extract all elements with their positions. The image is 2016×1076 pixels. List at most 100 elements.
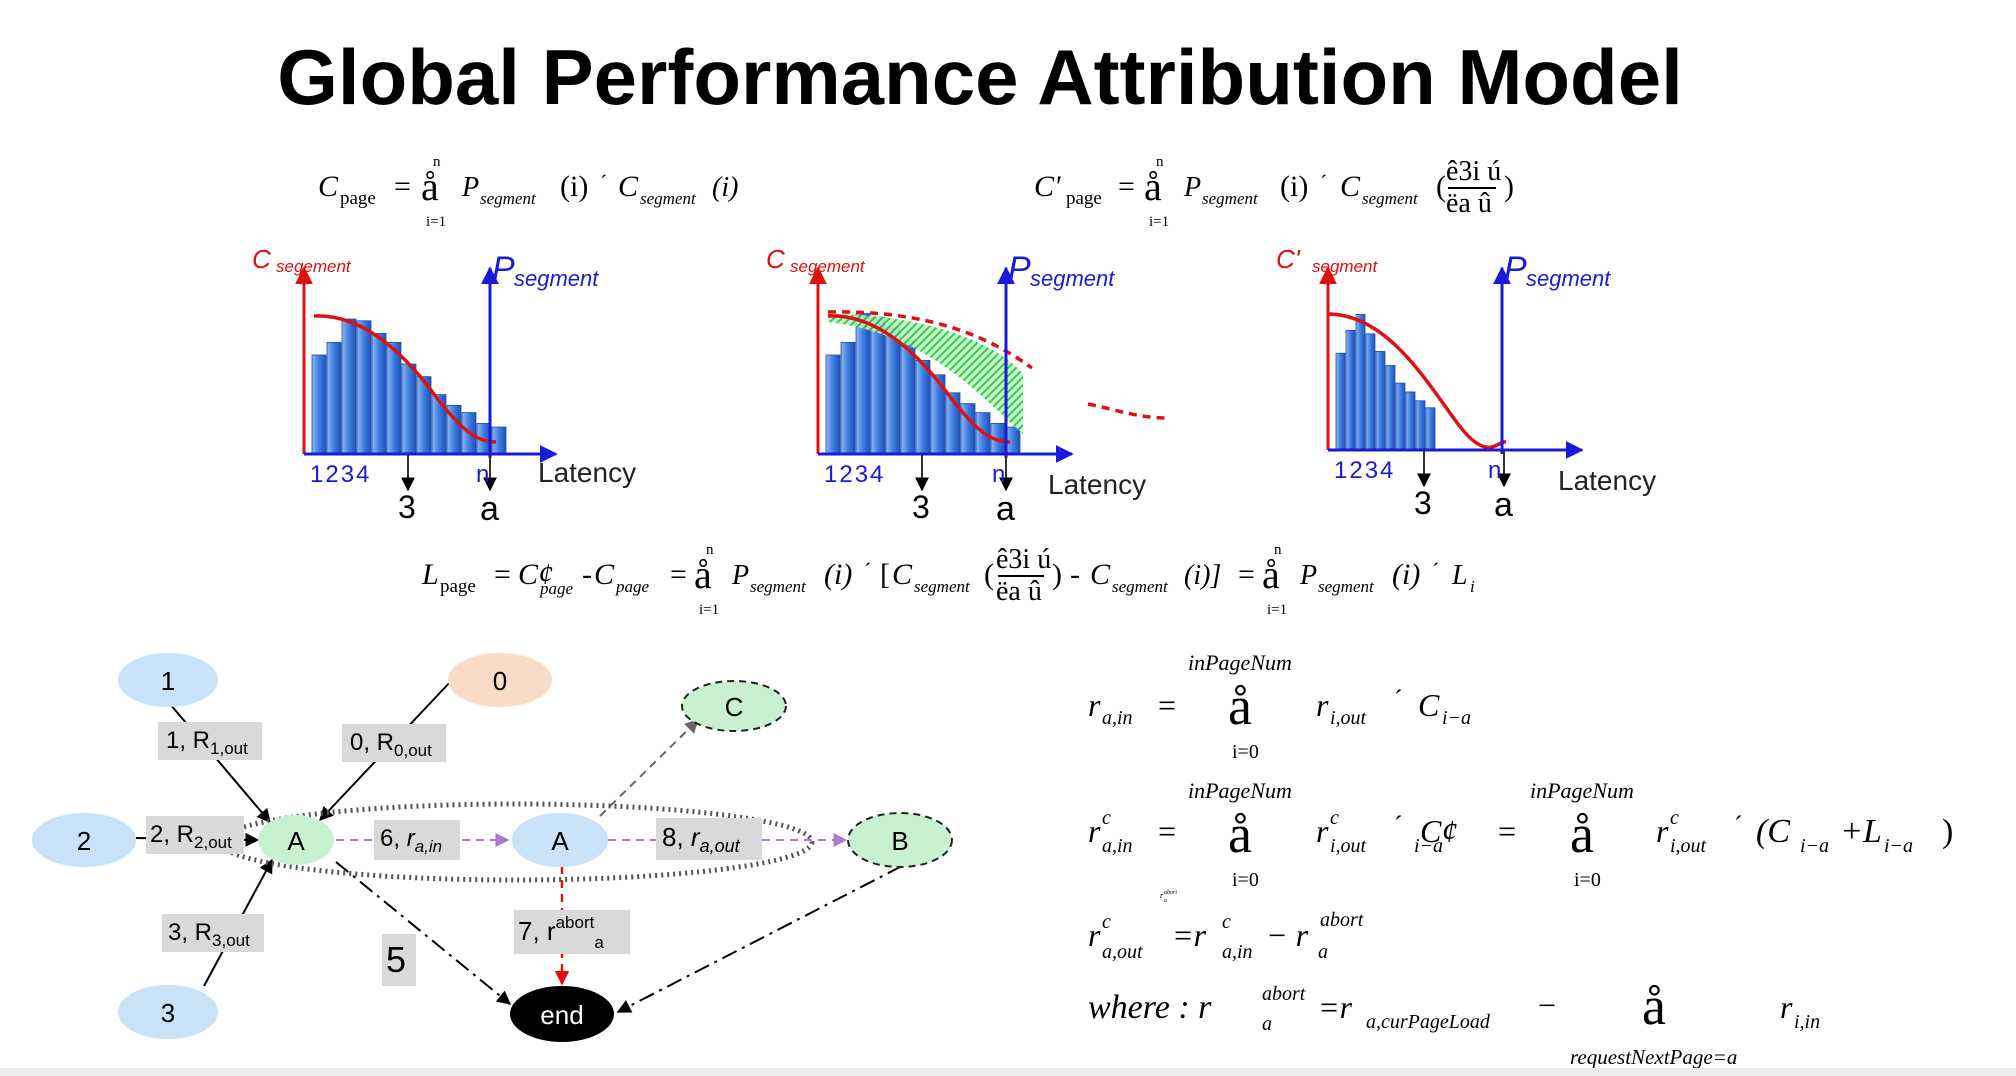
node-2	[32, 813, 136, 867]
rc-in-times: ´	[1394, 811, 1403, 840]
rc-in-sum2: å	[1570, 804, 1594, 864]
c-page-eq: =	[394, 170, 411, 203]
marker-a-label: a	[996, 490, 1015, 528]
rc-out-tiny-sub: a	[1164, 898, 1167, 904]
histogram-bar	[371, 332, 387, 455]
svg-text:1, R1,out: 1, R1,out	[166, 727, 248, 758]
c-page-p: P	[461, 172, 479, 203]
histogram-bar	[401, 363, 417, 455]
rc-in-paren: (C	[1756, 813, 1790, 850]
where-term-sub: i,in	[1794, 1011, 1820, 1033]
node-0-label: 0	[493, 666, 507, 696]
l-page-li-sub: i	[1470, 577, 1475, 596]
c-page-c-arg: (i)	[712, 172, 738, 203]
tick-labels: 1234	[824, 461, 885, 488]
histogram-bar	[1335, 352, 1346, 451]
label-r7: 7, raborta	[514, 910, 630, 954]
l-page-sum2-bottom: i=1	[1267, 602, 1287, 618]
l-page-lhs-sub: page	[440, 576, 476, 597]
l-page-times: ´	[864, 558, 871, 583]
cp-page-c-sub: segment	[1362, 189, 1419, 208]
cost-curve	[827, 314, 1011, 444]
l-page-c2-sub: segment	[914, 577, 971, 596]
rc-in-paren-sub: i−a	[1800, 835, 1829, 857]
node-0	[448, 653, 552, 707]
x-axis-label: Latency	[1558, 465, 1656, 496]
formula-rc-out: r abort a r c a,out =r c a,in − r abort …	[1088, 890, 1364, 963]
cp-page-arg: (i)	[1280, 170, 1308, 203]
histogram-bar	[326, 341, 342, 455]
svg-text:0, R0,out: 0, R0,out	[350, 729, 432, 760]
l-page-sum2: å	[1262, 552, 1280, 597]
svg-text:(: (	[1436, 170, 1446, 203]
l-page-eq-b: =	[670, 558, 687, 591]
histogram-bar	[840, 341, 856, 455]
cp-page-times: ´	[1320, 170, 1327, 195]
r-in-term-sub: i,out	[1330, 707, 1367, 729]
l-page-c-sub: page	[615, 577, 650, 596]
rc-out-minus-sup: abort	[1320, 909, 1364, 931]
c-page-p-sub: segment	[480, 189, 537, 208]
node-a-2	[512, 813, 608, 867]
x-axis-label: Latency	[1048, 469, 1146, 500]
svg-text:(: (	[984, 558, 994, 591]
l-page-arg: (i)	[824, 558, 852, 591]
r-in-top: inPageNum	[1188, 650, 1292, 675]
rc-in-term: r	[1316, 813, 1329, 849]
node-b	[847, 812, 953, 868]
l-page-eq: =	[494, 558, 511, 591]
c-page-sum-bottom: i=1	[426, 214, 446, 230]
rc-in-close: )	[1942, 813, 1953, 850]
node-a-1	[258, 815, 334, 865]
l-page-sum-top: n	[706, 542, 714, 558]
marker-3-label: 3	[912, 489, 930, 525]
label-r5: 5	[382, 934, 416, 986]
formula-l-page: L page = C¢ page - C page = å n i=1 P se…	[421, 542, 1475, 618]
svg-text:8, ra,out: 8, ra,out	[662, 822, 741, 856]
flow-graph: 1 0 2 3 C A A B end 1, R1,out 0,	[32, 653, 953, 1042]
rc-in-sub: a,in	[1102, 835, 1133, 857]
where-eq-sub: a,curPageLoad	[1366, 1011, 1491, 1033]
svg-text:6, ra,in: 6, ra,in	[380, 825, 442, 856]
cost-axis-label: C	[766, 244, 785, 274]
histogram-bar	[870, 316, 886, 455]
cp-page-lhs: C'	[1034, 170, 1061, 203]
histogram-bar	[386, 341, 402, 455]
rc-out-minus-sub: a	[1318, 941, 1328, 963]
node-end-label: end	[540, 1000, 583, 1030]
node-1-label: 1	[161, 666, 175, 696]
tick-labels: 1234	[1334, 457, 1395, 484]
where-sup: abort	[1262, 983, 1306, 1005]
cost-curve	[1327, 312, 1507, 449]
formula-rc-in: r c a,in = inPageNum å i=0 r c i,out ´ C…	[1088, 778, 1953, 891]
rc-in-c: C¢	[1420, 813, 1457, 849]
cost-axis-label-sub: segement	[790, 257, 866, 276]
svg-text:3, R3,out: 3, R3,out	[168, 919, 250, 950]
tick-labels: 1234	[310, 461, 371, 488]
svg-text:): )	[1052, 558, 1062, 591]
histogram-bar	[885, 327, 901, 455]
cost-axis-label: C'	[1276, 244, 1301, 274]
l-page-cprime-sub: page	[539, 579, 574, 598]
node-a-1-label: A	[287, 826, 305, 856]
c-page-lhs-sub: page	[340, 188, 376, 209]
histogram-bar	[311, 354, 327, 455]
l-page-minus: -	[582, 558, 592, 591]
penalty-region	[828, 314, 1023, 434]
r-in-eq: =	[1158, 687, 1176, 723]
l-page-minus2: -	[1070, 558, 1080, 591]
cp-page-sum-top: n	[1156, 154, 1164, 170]
l-page-lhs: L	[421, 558, 439, 591]
l-page-p2-sub: segment	[1318, 577, 1375, 596]
rc-in-bottom: i=0	[1232, 869, 1259, 891]
histogram-bar	[915, 359, 931, 455]
marker-3-label: 3	[1414, 485, 1432, 521]
where-lhs: where : r	[1088, 989, 1212, 1026]
l-page-c3: C	[1090, 558, 1111, 591]
cp-page-frac-top: ê3i ú	[1446, 156, 1501, 187]
l-page-sum: å	[694, 552, 712, 597]
l-page-p-sub: segment	[750, 577, 807, 596]
probability-axis-label: P	[1008, 250, 1031, 288]
histogram-bar	[900, 340, 916, 455]
cp-page-p-sub: segment	[1202, 189, 1259, 208]
